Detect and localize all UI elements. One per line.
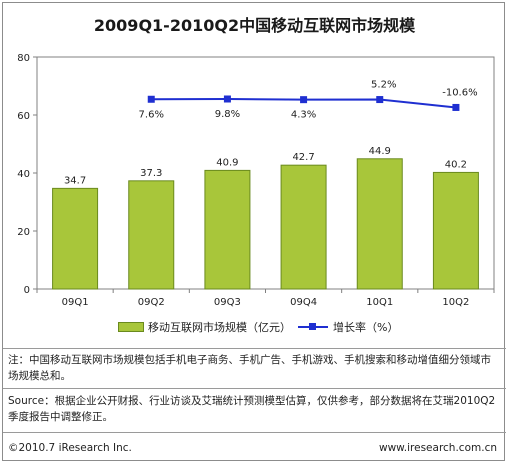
growth-rate-point: [300, 96, 308, 104]
legend-bar-label: 移动互联网市场规模（亿元）: [148, 321, 291, 334]
x-tick-label: 09Q1: [62, 297, 89, 308]
growth-rate-label: 5.2%: [371, 80, 396, 91]
x-tick-label: 09Q3: [214, 297, 241, 308]
bar-value-label: 34.7: [64, 175, 86, 186]
growth-rate-point: [223, 95, 231, 103]
plot-area: [36, 56, 495, 290]
bar-value-label: 44.9: [369, 146, 391, 157]
growth-rate-point: [147, 95, 155, 103]
note-text: 注：中国移动互联网市场规模包括手机电子商务、手机广告、手机游戏、手机搜索和移动增…: [8, 354, 491, 382]
x-tick-label: 10Q2: [442, 297, 469, 308]
bar: [128, 180, 175, 290]
legend-line-marker: [309, 323, 316, 330]
growth-rate-point: [376, 96, 384, 104]
bar-value-label: 37.3: [140, 168, 162, 179]
legend-line-label: 增长率（%）: [333, 321, 399, 334]
x-tick-label: 09Q4: [290, 297, 317, 308]
y-tick-label: 40: [17, 169, 30, 180]
source-text: Source：根据企业公开财报、行业访谈及艾瑞统计预测模型估算，仅供参考，部分数…: [8, 395, 496, 423]
footer-copyright: ©2010.7 iResearch Inc.: [8, 442, 132, 454]
x-tick-label: 09Q2: [138, 297, 165, 308]
bar: [432, 171, 479, 290]
y-tick-label: 60: [17, 111, 30, 122]
legend-bar-swatch: [118, 322, 144, 332]
y-tick-label: 80: [17, 53, 30, 64]
divider-bottom: [3, 432, 506, 433]
growth-rate-label: -10.6%: [442, 87, 477, 98]
footer-url[interactable]: www.iresearch.com.cn: [378, 442, 497, 454]
y-tick-label: 20: [17, 227, 30, 238]
chart-title: 2009Q1-2010Q2中国移动互联网市场规模: [93, 16, 416, 35]
y-tick-label: 0: [24, 285, 30, 296]
divider-top: [3, 348, 506, 349]
x-tick-label: 10Q1: [366, 297, 393, 308]
bar: [52, 187, 99, 290]
bar: [356, 158, 403, 290]
bar-value-label: 42.7: [292, 152, 314, 163]
divider-middle: [3, 388, 506, 389]
growth-rate-label: 4.3%: [291, 110, 316, 121]
bar: [280, 164, 327, 290]
bar: [204, 169, 251, 290]
bar-value-label: 40.2: [445, 159, 467, 170]
growth-rate-label: 9.8%: [215, 109, 240, 120]
growth-rate-point: [452, 103, 460, 111]
growth-rate-label: 7.6%: [139, 109, 164, 120]
bar-value-label: 40.9: [216, 157, 238, 168]
